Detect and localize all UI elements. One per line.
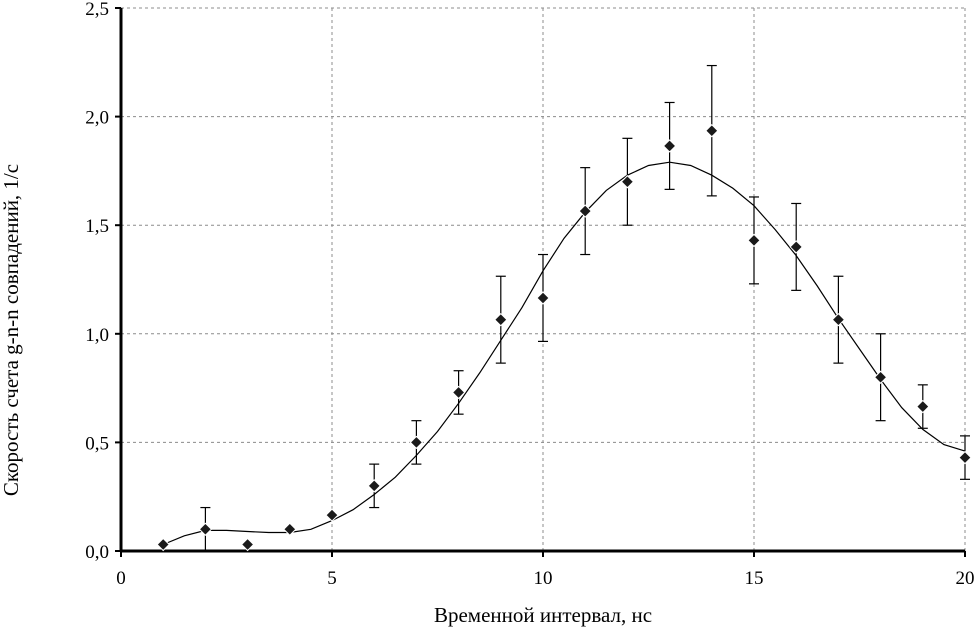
data-point [409, 435, 424, 450]
data-point [620, 175, 635, 189]
data-point [578, 204, 592, 218]
data-point [789, 240, 803, 254]
axes [115, 7, 966, 557]
x-tick-label: 5 [327, 568, 337, 589]
x-tick-label: 15 [745, 568, 764, 589]
x-axis-title: Временной интервал, нс [434, 603, 652, 627]
error-bars [200, 64, 970, 552]
fit-curve [162, 161, 966, 546]
data-point [916, 399, 930, 414]
x-tick-label: 10 [534, 568, 553, 589]
tick-labels: 0,0 0,5 1,0 1,5 2,0 2,5 0 5 10 15 20 [85, 0, 974, 589]
data-point [494, 312, 508, 327]
data-point [747, 233, 761, 248]
data-point [367, 479, 381, 493]
y-axis-title: Скорость счета g-n-n совпадений, 1/с [0, 164, 23, 496]
data-point [873, 370, 888, 384]
data-point [325, 508, 339, 522]
data-point [198, 522, 213, 536]
data-point [451, 385, 466, 400]
data-point [831, 312, 846, 327]
data-point [156, 537, 170, 552]
data-point [283, 522, 297, 536]
data-points [156, 124, 972, 552]
y-tick-label: 2,5 [85, 0, 109, 20]
data-point [536, 291, 550, 305]
data-point [705, 124, 719, 138]
x-tick-label: 0 [116, 568, 126, 589]
data-point [958, 450, 972, 465]
data-point [240, 537, 255, 552]
y-tick-label: 1,5 [85, 216, 109, 237]
data-point [662, 139, 677, 153]
y-tick-label: 1,0 [85, 325, 109, 346]
y-tick-label: 0,5 [85, 433, 109, 454]
fit-curve-group [162, 161, 966, 546]
y-tick-label: 0,0 [85, 542, 109, 563]
y-tick-label: 2,0 [85, 108, 109, 129]
x-tick-label: 20 [956, 568, 975, 589]
